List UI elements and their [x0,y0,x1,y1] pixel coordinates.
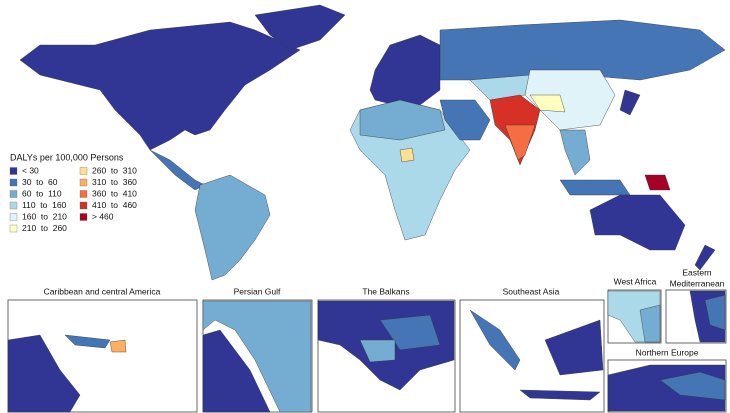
inset-land [359,339,396,363]
australia [589,194,686,251]
legend-label: 210 to 260 [22,223,67,233]
papua [644,174,671,191]
new-zealand [694,244,716,271]
southeast-asia [559,129,591,176]
world-map [19,4,726,281]
legend-swatch [9,224,18,233]
india-south [504,124,536,161]
middle-east [439,99,491,141]
inset-land [544,319,604,376]
inset-title: Northern Europe [636,347,699,357]
north-africa [359,99,446,141]
legend-swatch [79,213,88,221]
legend-label: 360 to 410 [92,188,137,198]
legend-swatch [9,201,18,210]
legend-label: 310 to 360 [92,177,137,187]
inset-land [7,334,81,413]
europe [369,34,441,106]
inset-land [639,304,661,343]
legend-label: 30 to 60 [22,177,58,187]
legend-swatch [9,190,18,198]
west-china [529,94,566,113]
legend-swatch [79,167,88,175]
legend-swatch [9,178,18,187]
japan [619,89,641,116]
legend-label: 160 to 210 [22,211,67,221]
central-america [149,149,206,191]
legend-title: DALYs per 100,000 Persons [10,152,124,162]
china [524,69,616,131]
inset-title: The Balkans [362,286,409,296]
legend-label: 410 to 460 [92,200,137,210]
south-america [194,174,271,281]
inset-title: Caribbean and central America [44,286,161,296]
legend-label: 60 to 110 [22,188,62,198]
legend-label: > 460 [92,211,114,221]
inset-land [519,389,601,401]
legend-swatch [79,190,88,198]
legend-swatch [9,213,18,221]
inset-title: Mediterranean [670,278,725,288]
inset-land [64,334,111,349]
inset-land [202,329,271,413]
inset-land [109,339,127,353]
legend-swatch [79,201,88,210]
russia [439,19,726,86]
north-america [19,21,301,151]
legend-swatch [79,178,88,187]
legend-swatch [9,167,18,175]
insets: Caribbean and central America Persian Gu… [7,267,727,413]
inset-title: Persian Gulf [234,286,281,296]
inset-land [659,371,726,401]
legend-label: 260 to 310 [92,165,137,175]
inset-title: Southeast Asia [503,286,560,296]
legend: DALYs per 100,000 Persons < 30 30 to 6060… [9,152,137,233]
inset-land [469,309,521,371]
legend-label: < 30 [22,165,39,175]
central-africa-highlight [399,147,415,163]
legend-label: 110 to 160 [22,200,67,210]
inset-land [704,294,726,331]
inset-land [202,300,312,413]
inset-title: West Africa [614,276,657,286]
greenland [254,4,346,51]
indonesia [559,179,631,196]
inset-title: Eastern [682,267,712,277]
